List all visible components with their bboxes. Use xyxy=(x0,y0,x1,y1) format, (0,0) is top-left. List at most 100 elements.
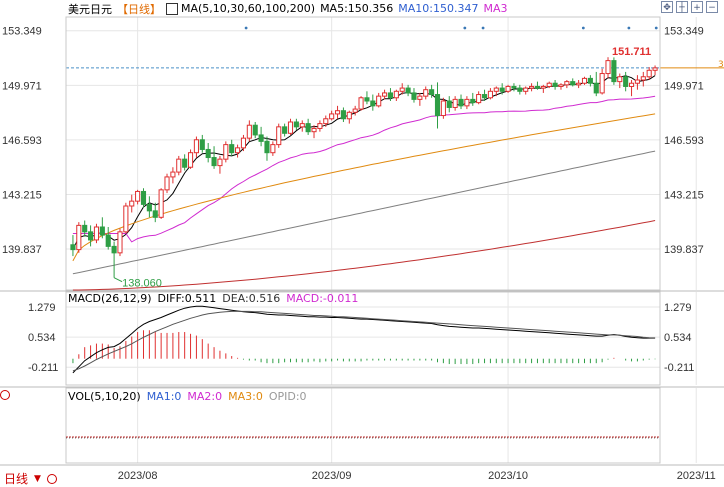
candle-body xyxy=(193,139,199,154)
candle-body xyxy=(346,111,352,120)
chevron-down-icon[interactable]: ▼ xyxy=(34,473,41,484)
candle-body xyxy=(111,245,117,254)
candle-body xyxy=(393,90,399,99)
candle-body xyxy=(123,205,129,233)
candle-body xyxy=(493,87,499,92)
macd-value: MACD:-0.011 xyxy=(286,292,359,305)
candle-body xyxy=(623,76,629,87)
candle-body xyxy=(529,85,535,89)
low-annotation: 138.060 xyxy=(122,278,162,290)
period-switch[interactable]: 日线 ▼ xyxy=(4,470,57,487)
candle-body xyxy=(229,144,235,154)
candle-body xyxy=(652,67,658,71)
candle-body xyxy=(540,85,546,89)
ma-line-ma200 xyxy=(72,220,656,291)
candle-body xyxy=(270,144,276,154)
vol-ma3: MA3:0 xyxy=(228,390,263,403)
ma-line-ma5 xyxy=(72,75,656,250)
candle-body xyxy=(376,95,382,107)
candle-body xyxy=(223,144,229,160)
candle-body xyxy=(258,134,264,142)
ma10-value: MA10:150.347 xyxy=(398,2,479,15)
axis-labels: 153.349 153.349 149.971 149.971 146.593 146.5… xyxy=(2,26,724,482)
candle-body xyxy=(576,82,582,86)
candle-body xyxy=(199,139,205,150)
vol-legend: VOL(5,10,20) MA1:0 MA2:0 MA3:0 OPID:0 xyxy=(68,390,313,403)
time-tick: 2023/09 xyxy=(312,470,352,482)
time-tick: 2023/08 xyxy=(118,470,158,482)
candle-body xyxy=(534,85,541,89)
high-annotation: 151.711 xyxy=(612,46,651,58)
vol-ma1: MA1:0 xyxy=(146,390,182,403)
candle-body xyxy=(599,73,605,94)
candle-body xyxy=(587,77,593,84)
candle-body xyxy=(417,95,423,100)
vol-label: VOL(5,10,20) xyxy=(68,390,141,403)
zoom-in-icon[interactable]: + xyxy=(691,1,703,13)
candle-body xyxy=(646,69,652,78)
macd-series xyxy=(72,305,656,374)
settings-icon[interactable] xyxy=(46,473,57,484)
moving-average-lines xyxy=(72,75,656,291)
candle-body xyxy=(405,87,411,94)
vol-opid: OPID:0 xyxy=(268,390,307,403)
macd-tick-left: 1.279 xyxy=(28,302,56,314)
event-marker xyxy=(463,26,467,30)
candle-body xyxy=(317,123,323,129)
candle-body xyxy=(370,100,376,107)
price-tick-right: 149.971 xyxy=(664,80,704,92)
candle-body xyxy=(217,158,223,167)
candle-body xyxy=(70,244,76,251)
candle-body xyxy=(523,87,529,92)
candle-body xyxy=(299,123,305,128)
candle-body xyxy=(235,147,241,154)
chart-toolbar: ✥ ┼ + − xyxy=(661,1,718,13)
candle-body xyxy=(182,158,188,168)
current-price-label: 3 xyxy=(718,60,724,70)
macd-diff-line xyxy=(72,305,656,374)
pane-frames xyxy=(0,16,724,466)
candle-body xyxy=(564,81,570,86)
ma-toggle-icon[interactable] xyxy=(166,2,178,15)
event-marker xyxy=(581,26,585,30)
candle-body xyxy=(340,110,346,120)
candle-body xyxy=(570,81,576,86)
symbol-name: 美元日元 xyxy=(68,2,112,16)
candle-body xyxy=(152,210,158,218)
candle-body xyxy=(452,98,458,108)
price-tick-right: 146.593 xyxy=(664,135,704,147)
zoom-out-icon[interactable]: − xyxy=(706,1,718,13)
event-marker xyxy=(481,26,485,30)
candle-body xyxy=(211,157,217,167)
candle-body xyxy=(382,92,388,97)
low-pointer xyxy=(113,277,123,283)
grid-lines xyxy=(66,17,724,463)
event-marker xyxy=(627,26,631,30)
price-tick-right: 143.215 xyxy=(664,189,704,201)
candle-body xyxy=(446,100,452,108)
candle-body xyxy=(517,87,523,92)
crosshair-icon[interactable]: ┼ xyxy=(676,1,688,13)
vol-settings-icon[interactable] xyxy=(0,390,10,400)
candle-body xyxy=(593,82,599,94)
candle-body xyxy=(205,148,211,159)
candle-body xyxy=(628,82,635,87)
candle-body xyxy=(605,60,611,75)
ma-line-ma60 xyxy=(72,113,656,262)
move-icon[interactable]: ✥ xyxy=(661,1,673,13)
price-header: 美元日元 【日线】 MA(5,10,30,60,100,200) MA5:150… xyxy=(0,0,513,17)
candle-body xyxy=(329,113,335,120)
candle-body xyxy=(246,124,252,139)
price-tick-left: 139.837 xyxy=(2,244,42,256)
candle-body xyxy=(617,76,623,83)
candle-body xyxy=(634,79,640,84)
macd-tick-right: -0.211 xyxy=(664,362,694,374)
candle-body xyxy=(105,234,111,247)
candle-body xyxy=(364,97,370,102)
candle-body xyxy=(311,127,317,133)
candle-body xyxy=(546,82,552,87)
candle-body xyxy=(352,108,358,113)
ma-line-ma100 xyxy=(72,150,656,275)
candle-body xyxy=(176,158,182,173)
